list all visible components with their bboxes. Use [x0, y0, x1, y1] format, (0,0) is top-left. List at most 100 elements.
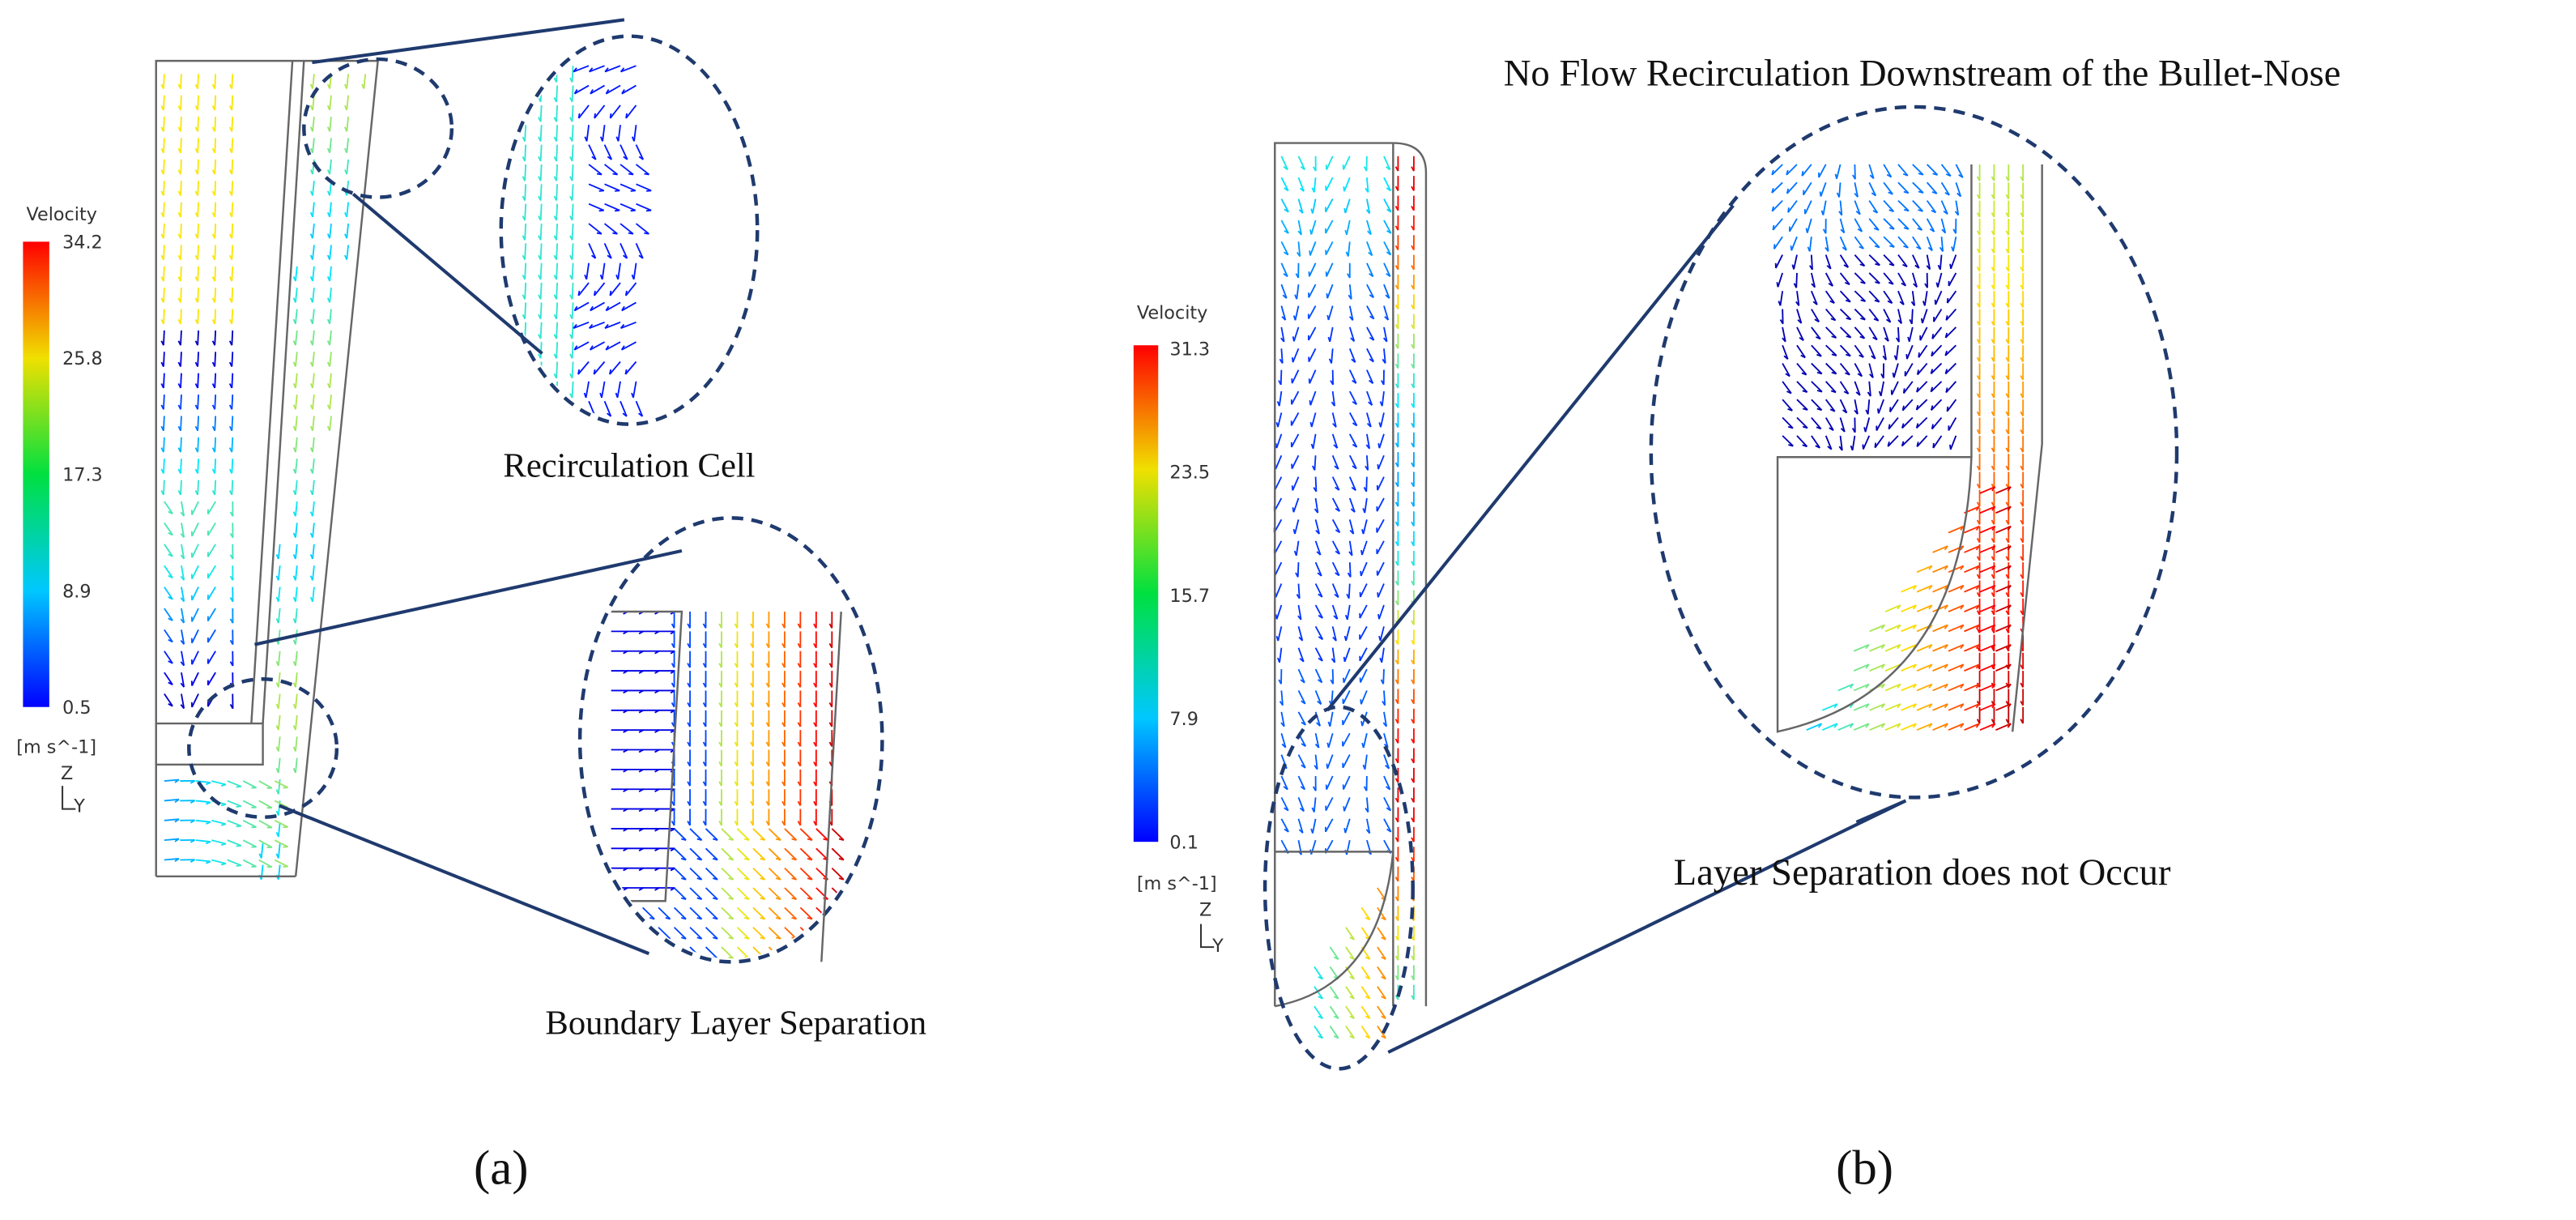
vector: [1383, 775, 1391, 791]
vector-head: [712, 857, 718, 861]
vector: [295, 736, 298, 752]
vector: [329, 352, 332, 367]
vector: [1314, 754, 1318, 770]
vector-head: [1382, 337, 1388, 343]
vector-head: [1291, 357, 1294, 363]
vector-head: [1903, 208, 1910, 212]
vector: [1811, 362, 1823, 375]
vector-head: [1944, 624, 1948, 629]
vector: [207, 608, 216, 622]
vector: [1931, 326, 1943, 339]
vector: [611, 946, 624, 959]
vector-head: [228, 105, 233, 111]
vector: [1345, 946, 1355, 960]
vector: [673, 867, 687, 881]
vector-head: [1348, 551, 1353, 557]
vector-head: [2005, 719, 2010, 724]
vector-head: [160, 126, 164, 132]
vector: [1824, 399, 1836, 412]
vector: [1274, 476, 1283, 491]
vector-head: [1362, 508, 1366, 514]
vector: [329, 95, 332, 110]
vector-head: [177, 361, 181, 367]
vector-head: [1332, 423, 1337, 428]
vector: [312, 459, 315, 474]
vector: [1853, 683, 1870, 692]
vector-head: [696, 916, 702, 920]
vector-head: [1365, 465, 1369, 471]
vector-head: [1975, 545, 1980, 551]
vector-head: [1386, 272, 1391, 278]
vector-head: [1802, 425, 1808, 429]
vector-head: [1365, 187, 1369, 193]
vector-head: [1363, 786, 1368, 791]
vector-head: [687, 702, 691, 708]
vector: [1314, 583, 1323, 598]
vector: [1297, 626, 1304, 642]
vector-head: [1880, 663, 1886, 669]
vector-head: [1843, 390, 1850, 395]
vector: [195, 859, 211, 863]
vector: [1377, 946, 1386, 960]
vector-head: [623, 729, 628, 733]
vector: [1297, 818, 1304, 834]
vector-head: [728, 838, 734, 841]
vector-head: [1991, 284, 1995, 290]
vector: [207, 501, 216, 515]
vector: [1916, 663, 1933, 672]
vector: [1329, 946, 1339, 960]
vector: [1806, 218, 1812, 233]
vector-head: [2020, 230, 2024, 236]
vector-head: [671, 642, 675, 649]
vector-head: [1382, 358, 1386, 364]
vector-head: [160, 105, 164, 111]
vector-head: [1349, 975, 1355, 980]
vector: [164, 608, 173, 621]
annotation: Boundary Layer Separation: [545, 1005, 926, 1043]
vector: [1811, 399, 1823, 411]
vector-head: [189, 800, 196, 804]
vector: [524, 302, 527, 319]
vector-head: [1280, 337, 1285, 343]
vector-head: [1991, 703, 1996, 709]
vector-head: [553, 136, 557, 142]
vector: [1325, 796, 1334, 812]
vector-head: [177, 404, 181, 410]
velocity-vectors: [160, 65, 2025, 1039]
vector-head: [1312, 786, 1317, 791]
vector: [1948, 417, 1957, 431]
vector: [539, 342, 543, 359]
vector: [346, 74, 349, 89]
vector: [1297, 797, 1305, 812]
vector: [1806, 723, 1822, 732]
vector: [1796, 362, 1807, 376]
vector: [1348, 519, 1355, 535]
vector-head: [326, 254, 331, 260]
vector-head: [569, 412, 573, 418]
vector: [1912, 199, 1924, 212]
vector: [295, 330, 298, 346]
vector: [260, 864, 264, 880]
vector: [1787, 200, 1798, 213]
vector-head: [344, 211, 348, 218]
vector-head: [791, 838, 797, 841]
vector: [1309, 390, 1317, 406]
vector-head: [1944, 604, 1948, 610]
vector-head: [623, 254, 628, 259]
vector-head: [734, 702, 739, 708]
vector: [1295, 540, 1300, 556]
vector-head: [1944, 644, 1948, 650]
vector-head: [344, 169, 348, 175]
vector: [1291, 433, 1300, 448]
vector-head: [1954, 211, 1960, 216]
panel-label: (b): [1836, 1141, 1893, 1195]
vector: [1366, 241, 1373, 256]
vector: [1308, 348, 1317, 363]
vector-head: [309, 468, 313, 474]
vector: [1331, 604, 1339, 620]
vector-head: [160, 361, 164, 367]
vector: [312, 95, 315, 110]
vector-head: [1865, 663, 1870, 669]
vector-head: [609, 369, 612, 375]
vector: [1889, 399, 1899, 412]
